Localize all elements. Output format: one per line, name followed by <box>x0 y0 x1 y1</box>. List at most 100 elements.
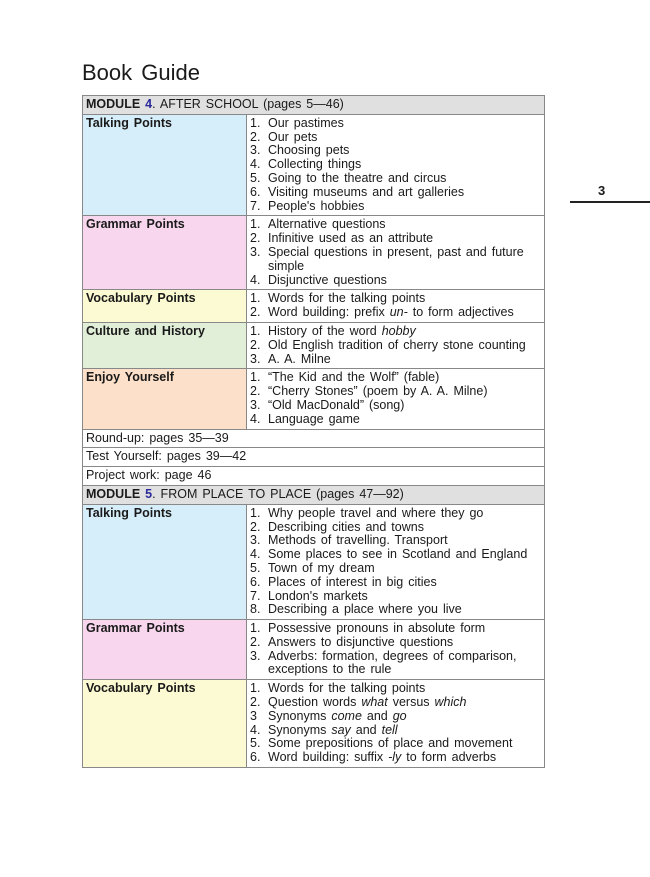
item: 3. Choosing pets <box>250 143 541 158</box>
item: 2. Answers to disjunctive questions <box>250 635 541 650</box>
item-number: 1. <box>250 115 261 130</box>
text-segment: History of the word <box>268 323 382 338</box>
item-text: A. A. Milne <box>268 351 331 367</box>
text-segment: hobby <box>381 323 416 338</box>
text-segment: Describing a place where you live <box>268 602 462 617</box>
text-segment: Collecting things <box>268 157 362 172</box>
text-segment: Adverbs: formation, degrees of compariso… <box>268 648 517 677</box>
text-segment: Words for the talking points <box>268 291 426 306</box>
item: 4. Language game <box>250 412 541 427</box>
note-row: Test Yourself: pages 39—42 <box>82 447 545 468</box>
module-number: 5 <box>145 486 153 501</box>
item: 7. People's hobbies <box>250 199 541 214</box>
item-number: 6. <box>250 574 261 589</box>
item: 2. Old English tradition of cherry stone … <box>250 337 541 353</box>
item: 1. Words for the talking points <box>250 681 541 696</box>
item: 2. Word building: prefix un- to form adje… <box>250 305 541 320</box>
item-text: Disjunctive questions <box>268 273 387 288</box>
item-text: Answers to disjunctive questions <box>268 635 453 650</box>
item-number: 2. <box>250 519 261 534</box>
item-number: 2. <box>250 231 261 246</box>
section-name: Culture and History <box>82 321 247 370</box>
section-name: Enjoy Yourself <box>82 368 247 430</box>
item-text: Language game <box>268 412 360 427</box>
item: 2. Our pets <box>250 129 541 145</box>
item-text: Town of my dream <box>268 560 375 576</box>
item-number: 3. <box>250 397 261 412</box>
text-segment: Our pets <box>268 129 318 144</box>
item-number: 3. <box>250 244 261 259</box>
item: 1. Alternative questions <box>250 217 541 232</box>
item-text: Word building: suffix -ly to form adverb… <box>268 750 497 765</box>
item-text: Words for the talking points <box>268 681 426 696</box>
section-items: 1. History of the word hobby 2. Old English… <box>246 321 545 370</box>
section-items: 1. “The Kid and the Wolf” (fable) 2. “Cherr… <box>246 368 545 430</box>
item-text: Some places to see in Scotland and Engla… <box>268 547 527 562</box>
item-number: 3. <box>250 143 261 158</box>
text-segment: Places of interest in big cities <box>268 574 437 589</box>
item-number: 1. <box>250 370 261 385</box>
item-number: 4. <box>250 547 261 562</box>
item: 5. Some prepositions of place and movemen… <box>250 737 541 751</box>
item-number: 2. <box>250 384 261 399</box>
text-segment: go <box>392 708 407 723</box>
item: 8. Describing a place where you live <box>250 602 541 617</box>
text-segment: come <box>331 708 362 723</box>
section-items: 1. Alternative questions 2. Infinitive used… <box>246 215 545 291</box>
item: 3. “Old MacDonald” (song) <box>250 397 541 413</box>
text-segment: A. A. Milne <box>268 351 331 366</box>
text-segment: which <box>434 695 467 710</box>
text-segment: Words for the talking points <box>268 681 426 696</box>
text-segment: Choosing pets <box>268 143 350 158</box>
item-text: Some prepositions of place and movement <box>268 737 512 751</box>
text-segment: London's markets <box>268 588 368 603</box>
module-row: MODULE 5. FROM PLACE TO PLACE (pages 47—… <box>82 484 545 505</box>
item-text: “Old MacDonald” (song) <box>268 398 404 413</box>
module-header: MODULE 5. FROM PLACE TO PLACE (pages 47—… <box>82 484 545 505</box>
text-segment: “The Kid and the Wolf” (fable) <box>268 370 440 385</box>
text-segment: Old English tradition of cherry stone co… <box>268 337 526 352</box>
text-segment: Question words <box>268 695 362 710</box>
item-number: 5. <box>250 560 261 575</box>
text-segment: Why people travel and where they go <box>268 505 484 520</box>
text-segment: to form adjectives <box>407 305 514 320</box>
item-number: 3 <box>250 708 257 723</box>
text-segment: Methods of travelling. Transport <box>268 533 448 548</box>
item-text: Alternative questions <box>268 217 386 232</box>
note: Test Yourself: pages 39—42 <box>82 447 545 468</box>
module-label: MODULE <box>86 97 141 111</box>
text-segment: to form adverbs <box>401 750 497 765</box>
item: 3. A. A. Milne <box>250 351 541 367</box>
item: 2. Describing cities and towns <box>250 519 541 535</box>
item: 4. Synonyms say and tell <box>250 722 541 738</box>
text-segment: Town of my dream <box>268 560 375 575</box>
text-segment: Special questions in present, past and f… <box>268 244 524 273</box>
item: 4. Some places to see in Scotland and Eng… <box>250 547 541 562</box>
module-label: MODULE <box>86 486 141 501</box>
item-number: 4. <box>250 722 261 737</box>
text-segment: versus <box>387 695 435 710</box>
item-text: “Cherry Stones” (poem by A. A. Milne) <box>268 384 488 399</box>
item: 1. Our pastimes <box>250 115 541 131</box>
module-header: MODULE 4. AFTER SCHOOL (pages 5—46) <box>82 95 545 115</box>
item-number: 3. <box>250 351 261 366</box>
note: Project work: page 46 <box>82 466 545 486</box>
item-text: Choosing pets <box>268 143 350 158</box>
item-text: Words for the talking points <box>268 291 426 306</box>
section-row: Culture and History 1. History of the word… <box>82 321 545 370</box>
section-name: Grammar Points <box>82 619 247 681</box>
section-items: 1. Why people travel and where they go 2. D… <box>246 503 545 621</box>
item-number: 3. <box>250 648 261 663</box>
item: 1. Words for the talking points <box>250 291 541 306</box>
text-segment: Synonyms <box>268 708 332 723</box>
page-title: Book Guide <box>82 60 200 85</box>
item: 1. Why people travel and where they go <box>250 505 541 521</box>
section-row: Vocabulary Points 1. Words for the talking… <box>82 289 545 323</box>
item-text: Describing cities and towns <box>268 520 424 535</box>
text-segment: and <box>361 708 393 723</box>
note-row: Project work: page 46 <box>82 466 545 486</box>
item-text: Infinitive used as an attribute <box>268 231 433 246</box>
item-number: 8. <box>250 602 261 617</box>
note: Round-up: pages 35—39 <box>82 428 545 449</box>
item-text: Adverbs: formation, degrees of compariso… <box>268 648 541 678</box>
